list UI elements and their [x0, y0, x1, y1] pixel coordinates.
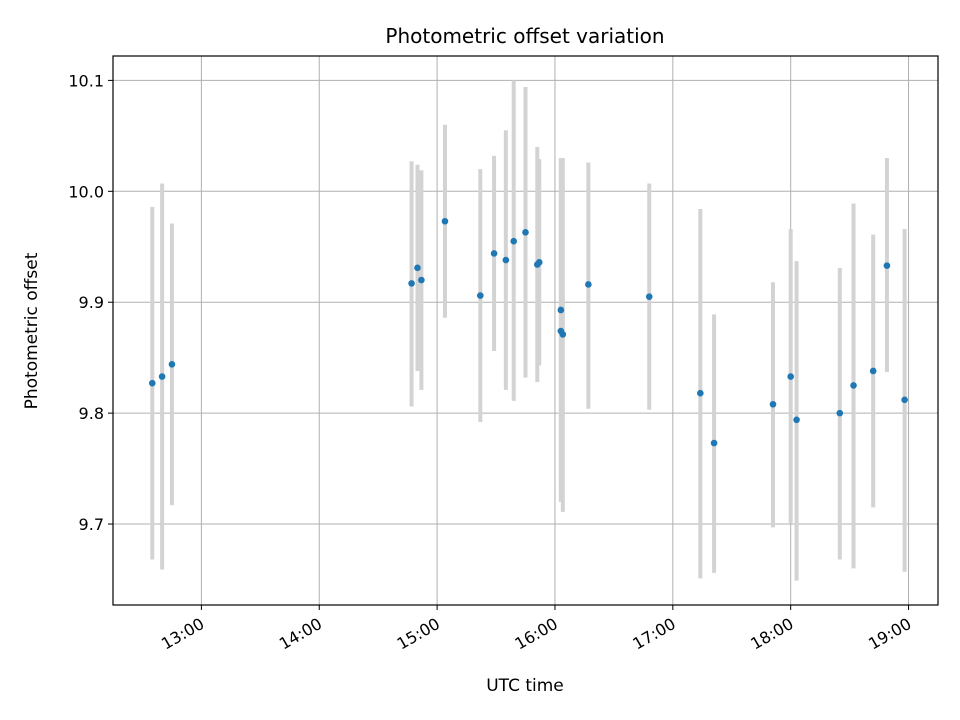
plot-frame: [112, 55, 939, 606]
data-point: [883, 262, 891, 269]
data-point: [441, 217, 449, 225]
x-axis-label: UTC time: [486, 676, 564, 696]
y-tick-label: 10.0: [68, 182, 104, 201]
data-point: [836, 409, 844, 417]
data-point: [510, 237, 518, 245]
y-tick-label: 9.7: [79, 515, 104, 534]
y-axis: 9.7 9.8 9.9 10.0 10.1: [68, 71, 113, 534]
data-point: [585, 281, 592, 288]
data-point: [869, 367, 877, 375]
data-point: [168, 361, 176, 368]
data-point: [522, 229, 529, 236]
data-point: [502, 256, 510, 264]
y-tick-label: 10.1: [68, 71, 104, 90]
data-point: [490, 250, 498, 257]
data-point: [769, 400, 777, 408]
data-point: [557, 306, 565, 314]
data-point: [697, 389, 704, 397]
chart-title: Photometric offset variation: [385, 24, 664, 48]
data-point: [408, 280, 415, 287]
data-point: [477, 292, 484, 299]
data-point: [414, 264, 421, 272]
data-point: [158, 373, 166, 380]
y-tick-label: 9.9: [79, 293, 104, 312]
data-point: [710, 439, 718, 447]
data-point: [793, 416, 800, 424]
y-axis-label: Photometric offset: [22, 252, 42, 409]
data-point: [535, 258, 543, 266]
data-point: [148, 379, 156, 387]
y-tick-label: 9.8: [79, 404, 104, 423]
data-points: [148, 217, 908, 447]
data-point: [559, 331, 567, 338]
data-point: [418, 276, 425, 284]
data-point: [901, 396, 908, 404]
data-point: [787, 373, 794, 380]
data-point: [645, 293, 653, 300]
data-point: [850, 382, 857, 389]
